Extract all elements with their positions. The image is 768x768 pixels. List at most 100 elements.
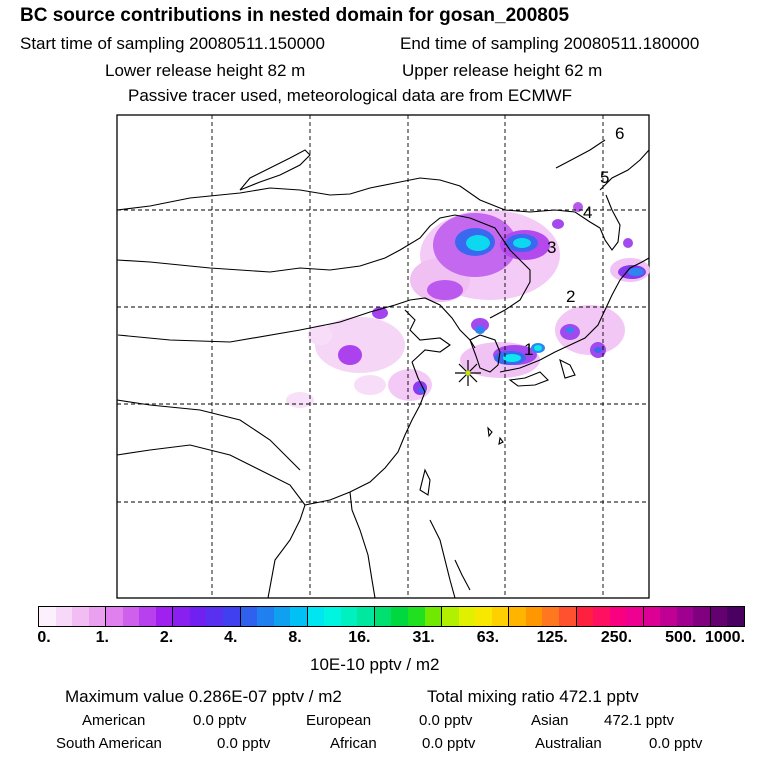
colorbar-segment [39, 607, 56, 626]
end-time-text: End time of sampling 20080511.180000 [400, 34, 700, 53]
colorbar-segment [441, 607, 459, 626]
plume-core [475, 326, 485, 334]
colorbar-segment [593, 607, 610, 626]
colorbar-tick-label: 63. [476, 629, 500, 646]
plume-mid [338, 345, 362, 365]
plume-mid [573, 202, 583, 212]
trajectory-label-2: 2 [566, 287, 575, 306]
concentration-plume [286, 202, 650, 408]
colorbar-segment [122, 607, 140, 626]
colorbar-segment [391, 607, 409, 626]
colorbar-tick-label: 4. [224, 629, 238, 646]
colorbar-tick-label: 16. [348, 629, 371, 646]
trajectory-label-6: 6 [615, 124, 624, 143]
colorbar-units: 10E-10 pptv / m2 [310, 655, 440, 674]
colorbar-segment [273, 607, 291, 626]
colorbar-tick-label: 31. [412, 629, 435, 646]
trajectory-label-3: 3 [547, 238, 556, 257]
colorbar-tick-label: 1000. [704, 629, 746, 646]
colorbar-segment [139, 607, 156, 626]
colorbar-segment [642, 607, 661, 626]
colorbar-tick-label: 0. [37, 629, 51, 646]
plume-core [513, 238, 531, 248]
colorbar-segment [239, 607, 258, 626]
colorbar-segment [72, 607, 89, 626]
plume-haze [354, 375, 386, 395]
european-value: 0.0 pptv [419, 712, 473, 729]
trajectory-label-4: 4 [583, 203, 592, 222]
colorbar-segment [626, 607, 643, 626]
colorbar-segment [458, 607, 476, 626]
colorbar-segment [172, 607, 190, 626]
colorbar-tick-label: 500. [665, 629, 697, 646]
map-panel: 1 2 3 4 5 6 [116, 114, 650, 599]
colorbar-segment [693, 607, 710, 626]
trajectory-label-5: 5 [600, 168, 609, 187]
colorbar-segment [424, 607, 442, 626]
colorbar-tick-label: 8. [288, 629, 302, 646]
colorbar-segment [306, 607, 325, 626]
european-label: European [306, 712, 372, 729]
colorbar-segment [660, 607, 677, 626]
plume-haze [315, 317, 405, 373]
american-value: 0.0 pptv [193, 712, 247, 729]
south-american-value: 0.0 pptv [217, 735, 271, 752]
plume-core [628, 268, 644, 276]
asian-label: Asian [531, 712, 569, 729]
colorbar-segment [727, 607, 744, 626]
colorbar-segment [408, 607, 425, 626]
australian-label: Australian [535, 735, 602, 752]
max-value-text: Maximum value 0.286E-07 pptv / m2 [65, 687, 342, 706]
colorbar-segment [257, 607, 274, 626]
colorbar-tick-label: 250. [600, 629, 633, 646]
lower-height-text: Lower release height 82 m [105, 61, 306, 80]
colorbar-segment [525, 607, 543, 626]
colorbar-segment [357, 607, 374, 626]
colorbar-segment [491, 607, 509, 626]
colorbar-segment [542, 607, 559, 626]
colorbar-segment [105, 607, 123, 626]
colorbar-segment [558, 607, 576, 626]
colorbar-tick-label: 2. [159, 629, 174, 646]
plume-haze [555, 305, 625, 355]
colorbar-segment [55, 607, 73, 626]
upper-height-text: Upper release height 62 m [402, 61, 603, 80]
colorbar-segment [206, 607, 224, 626]
page-title: BC source contributions in nested domain… [20, 5, 570, 26]
plume-core [594, 347, 602, 353]
plume-core [466, 235, 490, 251]
plume-core [534, 345, 542, 351]
african-value: 0.0 pptv [422, 735, 476, 752]
tracer-note-text: Passive tracer used, meteorological data… [128, 86, 573, 105]
trajectory-label-1: 1 [524, 340, 533, 359]
colorbar-segment [223, 607, 240, 626]
colorbar [38, 606, 745, 627]
colorbar-segment [475, 607, 492, 626]
colorbar-segment [155, 607, 173, 626]
plume-mid [552, 219, 564, 229]
colorbar-segment [609, 607, 627, 626]
colorbar-segment [340, 607, 358, 626]
colorbar-segment [290, 607, 307, 626]
colorbar-segment [189, 607, 207, 626]
south-american-label: South American [56, 735, 162, 752]
colorbar-segment [709, 607, 728, 626]
colorbar-segment [676, 607, 694, 626]
plume-mid [623, 238, 633, 248]
plume-mid [427, 280, 463, 300]
start-time-text: Start time of sampling 20080511.150000 [20, 34, 325, 53]
colorbar-segment [575, 607, 594, 626]
australian-value: 0.0 pptv [649, 735, 703, 752]
colorbar-segment [373, 607, 392, 626]
plume-core [566, 327, 574, 333]
colorbar-tick-label: 1. [95, 629, 109, 646]
african-label: African [330, 735, 377, 752]
plume-core [418, 387, 426, 393]
asian-value: 472.1 pptv [604, 712, 675, 729]
total-mixing-text: Total mixing ratio 472.1 pptv [427, 687, 639, 706]
plume-haze [308, 325, 332, 345]
coastlines [116, 139, 650, 599]
colorbar-segment [508, 607, 526, 626]
star-icon [455, 360, 481, 386]
colorbar-segment [324, 607, 341, 626]
